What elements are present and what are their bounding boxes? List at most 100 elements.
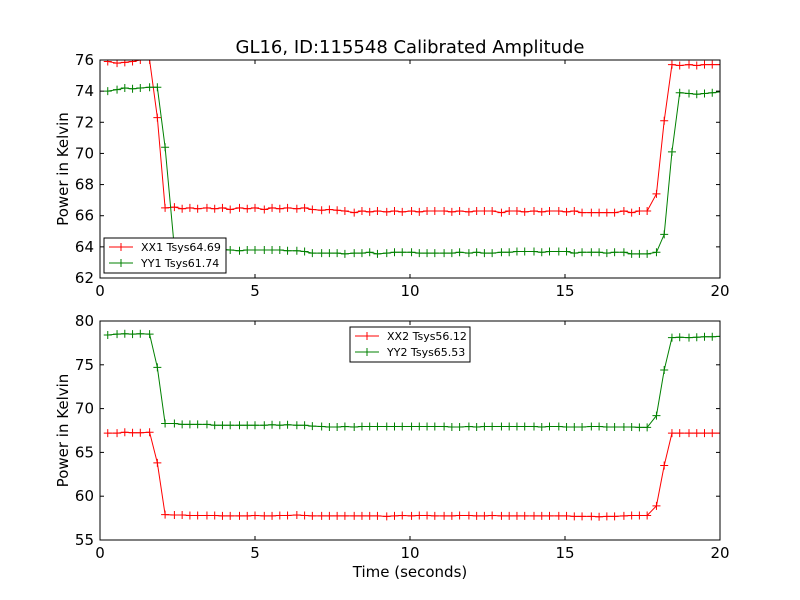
data-point (512, 511, 521, 520)
data-point (136, 60, 145, 64)
data-point (153, 363, 162, 372)
data-point (708, 60, 717, 69)
data-point (660, 230, 669, 239)
data-point (103, 429, 112, 438)
data-point (243, 204, 252, 213)
data-point (530, 422, 538, 431)
data-point (235, 511, 244, 520)
x-tick-label: 0 (95, 282, 105, 300)
legend-swatch (355, 332, 379, 340)
data-point (440, 249, 449, 258)
data-point (488, 422, 497, 431)
data-point (447, 422, 456, 431)
data-point (562, 207, 571, 216)
data-point (103, 331, 112, 340)
data-point (488, 511, 497, 520)
data-point (185, 420, 194, 429)
data-point (300, 247, 309, 256)
data-point (357, 422, 366, 431)
data-point (398, 511, 407, 520)
data-point (292, 421, 301, 430)
data-point (440, 511, 449, 520)
data-point (350, 422, 359, 431)
data-point (333, 511, 342, 520)
data-point (398, 207, 407, 216)
data-point (407, 511, 416, 520)
data-point (716, 60, 720, 69)
x-tick-label: 5 (250, 544, 260, 562)
data-point (497, 208, 506, 217)
data-point (235, 246, 244, 255)
data-point (226, 421, 235, 430)
data-point (545, 207, 554, 216)
data-point (103, 87, 112, 96)
data-point (350, 249, 359, 258)
data-point (660, 366, 669, 375)
data-point (716, 429, 720, 438)
data-point (153, 83, 162, 92)
data-point (480, 249, 489, 258)
x-tick-label: 15 (555, 282, 574, 300)
data-point (423, 249, 432, 258)
data-point (675, 333, 684, 342)
data-point (587, 512, 596, 521)
y-tick-label: 70 (75, 400, 94, 418)
data-point (587, 208, 596, 217)
data-point (357, 511, 366, 520)
data-point (685, 333, 693, 342)
data-point (423, 422, 432, 431)
data-point (161, 143, 170, 152)
data-point (537, 511, 546, 520)
data-point (610, 248, 619, 257)
data-point (170, 511, 179, 520)
data-point (382, 512, 391, 521)
data-point (317, 249, 326, 258)
data-point (497, 248, 506, 257)
data-point (610, 422, 619, 431)
data-point (602, 249, 611, 258)
data-point (530, 511, 538, 520)
data-point (708, 429, 717, 438)
data-point (268, 420, 277, 429)
y-tick-label: 62 (75, 269, 94, 287)
data-point (554, 511, 563, 520)
data-point (455, 511, 464, 520)
data-point (578, 422, 587, 431)
data-point (145, 330, 154, 339)
data-point (251, 203, 259, 212)
data-point (570, 512, 579, 521)
data-point (554, 207, 563, 216)
data-point (185, 203, 194, 212)
data-point (570, 249, 579, 258)
data-point (235, 421, 244, 430)
data-point (120, 84, 129, 93)
data-point (505, 207, 514, 216)
data-point (447, 249, 456, 258)
bottom-subplot: 0 5 10 15 20 55 60 65 70 75 80 Power in Kelvin Time … (54, 312, 730, 581)
data-point (440, 422, 449, 431)
x-tick-label: 10 (400, 544, 419, 562)
data-point (373, 249, 382, 258)
data-point (308, 249, 317, 258)
data-point (317, 511, 326, 520)
data-point (210, 511, 219, 520)
data-point (667, 147, 676, 156)
data-point (170, 203, 179, 212)
data-point (365, 248, 374, 257)
data-point (497, 422, 506, 431)
data-point (716, 87, 720, 96)
data-point (635, 207, 644, 216)
legend-label: YY2 Tsys65.53 (386, 346, 465, 359)
data-point (472, 248, 481, 257)
data-point (251, 421, 259, 430)
data-point (260, 245, 269, 254)
data-point (136, 329, 145, 338)
x-tick-label: 5 (250, 282, 260, 300)
data-point (578, 512, 587, 521)
data-point (300, 203, 309, 212)
data-point (716, 332, 720, 341)
data-point (455, 422, 464, 431)
data-point (464, 511, 473, 520)
data-point (692, 333, 701, 342)
